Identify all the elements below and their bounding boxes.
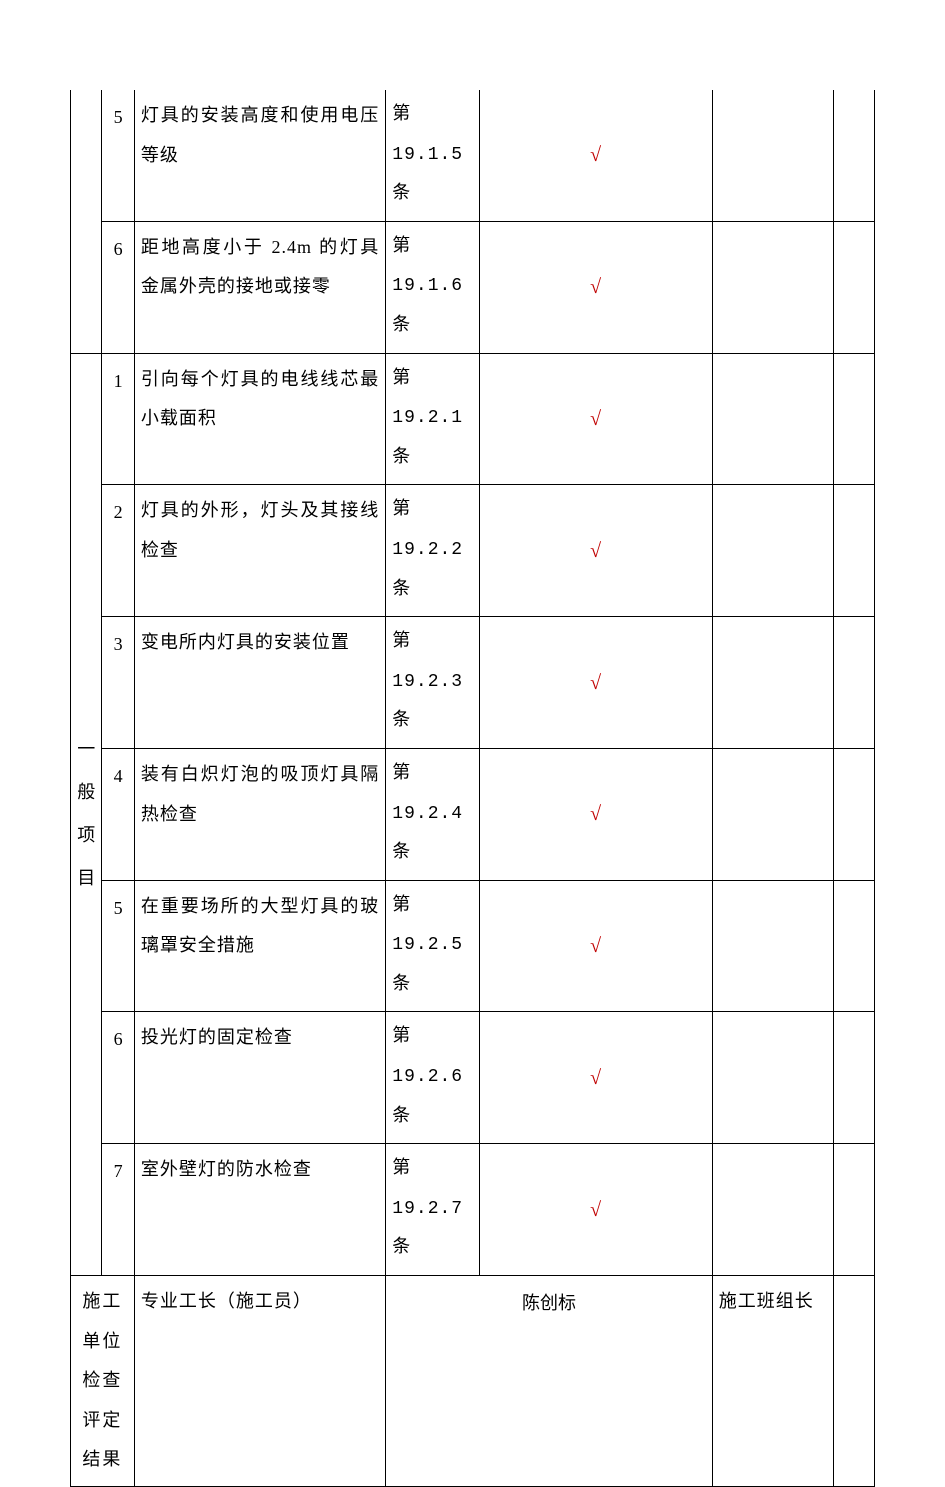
row-blank-last <box>834 880 875 1012</box>
row-description: 在重要场所的大型灯具的玻璃罩安全措施 <box>134 880 385 1012</box>
table-row: 一般项目 1 引向每个灯具的电线线芯最小载面积 第 19.2.1 条 √ <box>71 353 875 485</box>
footer-role-label: 专业工长（施工员） <box>134 1276 385 1487</box>
row-blank <box>712 1144 834 1276</box>
row-number: 6 <box>102 221 134 353</box>
row-blank-last <box>834 617 875 749</box>
table-row: 5 灯具的安装高度和使用电压等级 第 19.1.5 条 √ <box>71 90 875 221</box>
row-clause: 第 19.2.7 条 <box>386 1144 479 1276</box>
row-blank <box>712 90 834 221</box>
footer-name: 陈创标 <box>386 1276 712 1487</box>
row-blank <box>712 880 834 1012</box>
row-checkmark: √ <box>479 221 712 353</box>
row-description: 距地高度小于 2.4m 的灯具金属外壳的接地或接零 <box>134 221 385 353</box>
table-row: 5 在重要场所的大型灯具的玻璃罩安全措施 第 19.2.5 条 √ <box>71 880 875 1012</box>
row-number: 4 <box>102 748 134 880</box>
row-clause: 第 19.2.5 条 <box>386 880 479 1012</box>
row-number: 5 <box>102 880 134 1012</box>
row-clause: 第 19.2.3 条 <box>386 617 479 749</box>
row-blank-last <box>834 353 875 485</box>
row-blank-last <box>834 485 875 617</box>
row-number: 7 <box>102 1144 134 1276</box>
row-number: 3 <box>102 617 134 749</box>
table-row: 4 装有白炽灯泡的吸顶灯具隔热检查 第 19.2.4 条 √ <box>71 748 875 880</box>
row-checkmark: √ <box>479 617 712 749</box>
footer-team-leader-label: 施工班组长 <box>712 1276 834 1487</box>
table-row: 6 投光灯的固定检查 第 19.2.6 条 √ <box>71 1012 875 1144</box>
table-row: 3 变电所内灯具的安装位置 第 19.2.3 条 √ <box>71 617 875 749</box>
row-blank-last <box>834 1012 875 1144</box>
inspection-table: 5 灯具的安装高度和使用电压等级 第 19.1.5 条 √ 6 距地高度小于 2… <box>70 90 875 1487</box>
footer-blank <box>834 1276 875 1487</box>
table-row: 6 距地高度小于 2.4m 的灯具金属外壳的接地或接零 第 19.1.6 条 √ <box>71 221 875 353</box>
row-description: 灯具的安装高度和使用电压等级 <box>134 90 385 221</box>
row-checkmark: √ <box>479 353 712 485</box>
footer-result-label: 施工单位检查评定结果 <box>71 1276 135 1487</box>
row-number: 1 <box>102 353 134 485</box>
row-blank-last <box>834 1144 875 1276</box>
row-checkmark: √ <box>479 485 712 617</box>
row-number: 2 <box>102 485 134 617</box>
row-checkmark: √ <box>479 1012 712 1144</box>
row-blank-last <box>834 221 875 353</box>
row-blank-last <box>834 748 875 880</box>
row-blank <box>712 353 834 485</box>
row-blank <box>712 1012 834 1144</box>
row-number: 6 <box>102 1012 134 1144</box>
row-clause: 第 19.2.4 条 <box>386 748 479 880</box>
row-clause: 第 19.2.2 条 <box>386 485 479 617</box>
row-checkmark: √ <box>479 90 712 221</box>
row-clause: 第 19.1.5 条 <box>386 90 479 221</box>
row-checkmark: √ <box>479 1144 712 1276</box>
row-number: 5 <box>102 90 134 221</box>
row-clause: 第 19.2.6 条 <box>386 1012 479 1144</box>
row-clause: 第 19.1.6 条 <box>386 221 479 353</box>
row-description: 投光灯的固定检查 <box>134 1012 385 1144</box>
row-description: 装有白炽灯泡的吸顶灯具隔热检查 <box>134 748 385 880</box>
row-blank <box>712 485 834 617</box>
row-checkmark: √ <box>479 880 712 1012</box>
row-blank <box>712 617 834 749</box>
table-row: 7 室外壁灯的防水检查 第 19.2.7 条 √ <box>71 1144 875 1276</box>
row-blank <box>712 221 834 353</box>
row-description: 灯具的外形，灯头及其接线检查 <box>134 485 385 617</box>
row-blank-last <box>834 90 875 221</box>
row-description: 变电所内灯具的安装位置 <box>134 617 385 749</box>
row-blank <box>712 748 834 880</box>
row-description: 室外壁灯的防水检查 <box>134 1144 385 1276</box>
footer-row: 施工单位检查评定结果 专业工长（施工员） 陈创标 施工班组长 <box>71 1276 875 1487</box>
row-clause: 第 19.2.1 条 <box>386 353 479 485</box>
row-description: 引向每个灯具的电线线芯最小载面积 <box>134 353 385 485</box>
table-row: 2 灯具的外形，灯头及其接线检查 第 19.2.2 条 √ <box>71 485 875 617</box>
row-checkmark: √ <box>479 748 712 880</box>
category-cell-blank <box>71 90 102 353</box>
category-cell: 一般项目 <box>71 353 102 1275</box>
